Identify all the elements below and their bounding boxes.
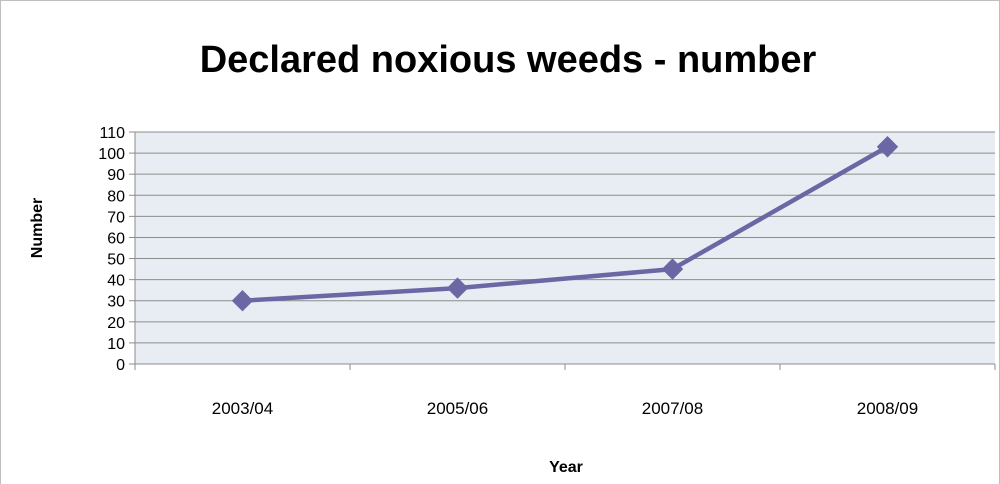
y-axis-title: Number [29,198,46,258]
data-point-marker [876,136,899,158]
chart-title: Declared noxious weeds - number [200,39,817,81]
series [231,136,899,312]
y-tick-label: 10 [107,336,125,353]
axes [129,131,996,370]
x-tick-label: 2003/04 [212,399,273,418]
y-tick-label: 20 [107,315,125,332]
y-tick-label: 30 [107,294,125,311]
y-tick-label: 70 [107,209,125,226]
y-tick-label: 60 [107,230,125,247]
y-tick-label: 100 [98,146,125,163]
x-tick-label: 2007/08 [642,399,703,418]
y-tick-label: 40 [107,273,125,290]
data-point-marker [231,290,254,312]
y-tick-label: 80 [107,188,125,205]
x-axis-title: Year [549,459,583,476]
x-tick-label: 2005/06 [427,399,488,418]
y-tick-label: 110 [99,125,125,142]
data-point-marker [446,277,469,299]
category-labels: 2003/04 2005/06 2007/08 2008/09 [212,399,918,418]
plot-area [135,132,995,364]
gridlines [135,131,995,344]
x-tick-label: 2008/09 [857,399,918,418]
y-tick-label: 50 [107,252,125,269]
y-tick-label: 0 [116,357,125,374]
tick-labels: 0 10 20 30 40 50 60 70 80 90 100 110 [98,125,125,374]
y-tick-label: 90 [107,167,125,184]
series-line [240,144,890,303]
data-point-marker [661,258,684,280]
